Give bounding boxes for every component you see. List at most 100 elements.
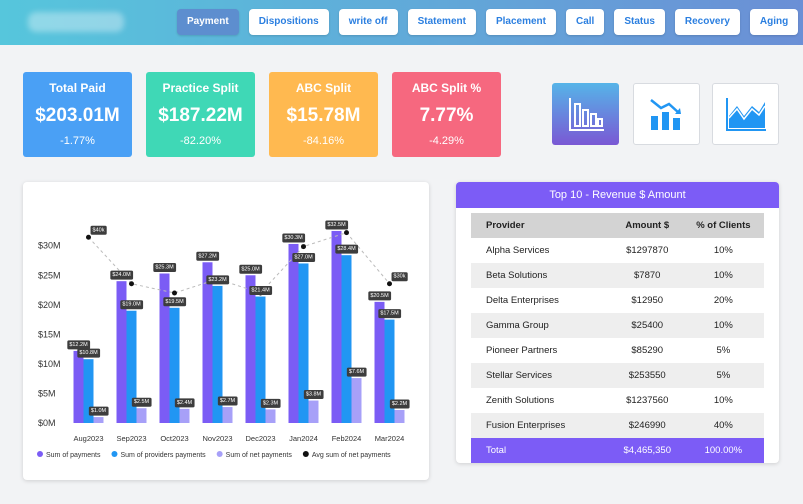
avg-dot — [86, 234, 91, 240]
x-tick-label: Feb2024 — [332, 434, 362, 443]
table-cell: 20% — [713, 295, 733, 306]
bar — [255, 296, 266, 423]
table-cell: $1237560 — [626, 395, 669, 406]
kpi-card: ABC Split $15.78M -84.16% — [269, 72, 378, 157]
data-label-text: $25.0M — [241, 266, 260, 272]
column-header: Provider — [471, 213, 612, 238]
data-label-box — [90, 225, 107, 235]
bar — [83, 359, 94, 423]
kpi-change: -82.20% — [180, 135, 221, 147]
data-label-box — [77, 348, 101, 358]
data-label: $28.4M — [335, 244, 359, 254]
table-cell: Gamma Group — [471, 313, 612, 338]
data-label-text: $40k — [93, 227, 105, 233]
data-label: $2.7M — [217, 396, 238, 406]
data-label-text: $20.5M — [370, 293, 389, 299]
y-tick-label: $5M — [38, 388, 56, 398]
legend-marker — [216, 451, 223, 457]
data-label-box — [131, 397, 152, 407]
table-cell: $7870 — [611, 263, 683, 288]
y-tick-label: $0M — [38, 418, 56, 428]
data-label-text: $10.8M — [79, 350, 98, 356]
avg-line — [88, 232, 390, 294]
area-chart-button[interactable] — [712, 83, 779, 145]
bar — [245, 275, 256, 423]
data-label: $10.8M — [77, 348, 101, 358]
revenue-table: Provider Amount $% of Clients Alpha Servic… — [471, 213, 764, 463]
data-label: $2.3M — [260, 398, 281, 408]
table-row: Delta Enterprises $12950 20% — [471, 288, 764, 313]
nav-tab[interactable]: write off — [338, 9, 398, 35]
kpi-change: -1.77% — [60, 135, 95, 147]
x-tick-label: Mar2024 — [375, 434, 405, 443]
data-label: $17.5M — [378, 309, 402, 319]
nav-tab[interactable]: Placement — [485, 9, 556, 35]
data-label-text: $3.8M — [306, 392, 322, 398]
nav-tab[interactable]: Call — [565, 9, 605, 35]
data-label: $24.0M — [110, 270, 134, 280]
tab-bar: Payment Dispositions write off Statement Pla… — [177, 9, 799, 35]
bar — [265, 409, 276, 423]
chart-panel: $0M $5M $10M $15M $20M $25M $30M Aug2023 Sep2023… — [23, 182, 429, 480]
avg-dot — [172, 290, 177, 296]
bar — [159, 273, 170, 423]
table-cell: $85290 — [631, 345, 664, 356]
nav-tab[interactable]: Statement — [407, 9, 476, 35]
trend-chart-button[interactable] — [633, 83, 700, 145]
chart: $0M $5M $10M $15M $20M $25M $30M Aug2023 Sep2023… — [37, 220, 410, 459]
data-label-box — [391, 272, 408, 282]
table-cell: 40% — [682, 413, 764, 438]
table-cell: Zenith Solutions — [486, 395, 555, 406]
data-label-text: $7.6M — [349, 369, 365, 375]
table-row: Pioneer Partners $85290 5% — [471, 338, 764, 363]
table-cell: 5% — [716, 345, 731, 356]
bar — [126, 310, 137, 423]
bar — [384, 319, 395, 423]
legend-label: Avg sum of net payments — [312, 452, 391, 459]
nav-tab[interactable]: Dispositions — [248, 9, 329, 35]
data-label-box — [88, 406, 109, 416]
table-body: Alpha Services $1297870 10% Beta Solutions $… — [471, 238, 764, 463]
x-tick-label: Jan2024 — [289, 434, 318, 443]
data-label-box — [292, 252, 316, 262]
data-label: $20.5M — [368, 291, 392, 301]
data-label: $25.0M — [239, 264, 263, 274]
kpi-change: -84.16% — [303, 135, 344, 147]
bar-chart-button[interactable] — [552, 83, 619, 145]
data-label: $19.5M — [163, 297, 187, 307]
data-label-box — [239, 264, 263, 274]
data-label: $40k — [90, 225, 107, 235]
table-cell: Pioneer Partners — [486, 345, 558, 356]
data-label: $3.8M — [303, 390, 324, 400]
y-tick-label: $15M — [38, 329, 61, 339]
top-bar: Payment Dispositions write off Statement Pla… — [0, 0, 803, 45]
bar — [374, 301, 385, 423]
nav-tab[interactable]: Recovery — [674, 9, 740, 35]
avg-dot — [301, 244, 306, 250]
nav-tab[interactable]: Aging — [749, 9, 799, 35]
bar — [116, 281, 127, 423]
bar — [136, 408, 147, 423]
table-cell: Delta Enterprises — [486, 295, 559, 306]
table-cell: 5% — [682, 363, 764, 388]
data-label-box — [368, 291, 392, 301]
bar — [341, 255, 352, 423]
table-cell: Beta Solutions — [471, 263, 612, 288]
x-tick-label: Nov2023 — [202, 434, 232, 443]
data-label-text: $2.2M — [392, 401, 408, 407]
legend-marker — [111, 451, 118, 457]
data-label: $7.6M — [346, 367, 367, 377]
bar — [222, 407, 233, 423]
y-tick-label: $20M — [38, 300, 61, 310]
kpi-title: ABC Split % — [411, 81, 482, 95]
data-label: $32.5M — [325, 220, 349, 230]
nav-tab[interactable]: Status — [614, 9, 665, 35]
data-label-box — [67, 340, 91, 350]
data-label: $27.2M — [196, 251, 220, 261]
legend-marker — [37, 451, 43, 457]
data-label-text: $23.2M — [208, 277, 227, 283]
nav-tab[interactable]: Payment — [177, 9, 239, 35]
area-chart-icon — [725, 98, 766, 131]
bar — [298, 263, 309, 423]
table-cell: $1297870 — [626, 245, 669, 256]
